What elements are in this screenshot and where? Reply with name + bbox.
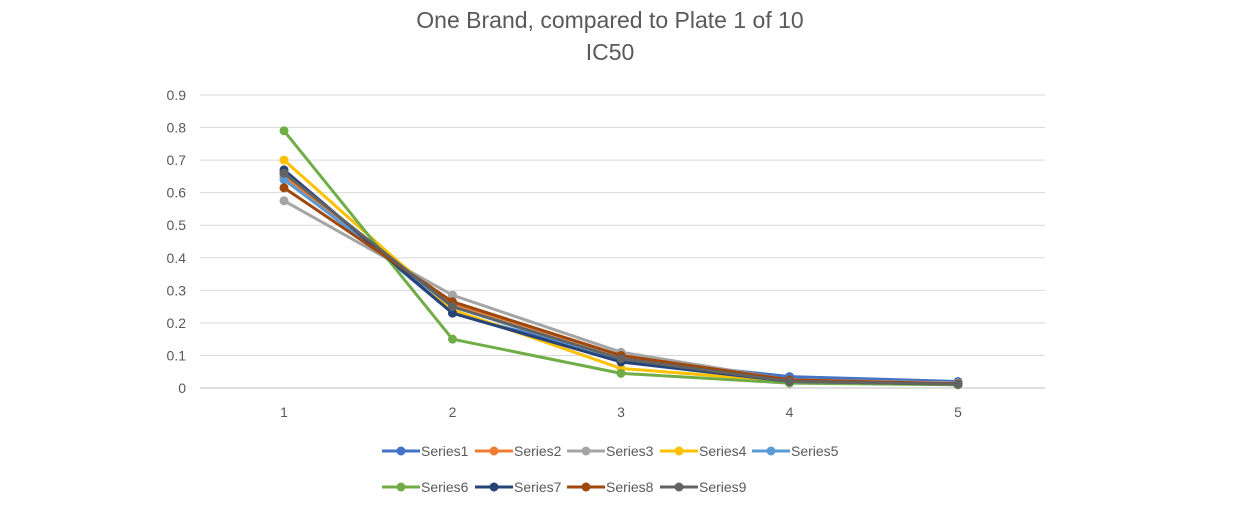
legend-item: Series2 (475, 443, 562, 459)
y-axis-tick-labels: 0 0.1 0.2 0.3 0.4 0.5 0.6 0.7 0.8 0.9 (167, 87, 187, 396)
x-tick-label: 5 (954, 404, 962, 420)
legend-marker (396, 482, 406, 492)
series-lines (279, 126, 963, 390)
legend-marker (396, 446, 406, 456)
legend-item: Series4 (660, 443, 747, 459)
data-point (279, 175, 289, 185)
legend-marker (489, 446, 499, 456)
legend-marker (581, 482, 591, 492)
y-tick-label: 0.7 (167, 152, 187, 168)
y-tick-label: 0.6 (167, 185, 187, 201)
legend-marker (489, 482, 499, 492)
data-point (279, 126, 289, 136)
y-tick-label: 0.3 (167, 282, 187, 298)
legend-marker (674, 446, 684, 456)
legend-item: Series8 (567, 479, 654, 495)
legend-label: Series9 (699, 479, 747, 495)
y-tick-label: 0.9 (167, 87, 187, 103)
x-tick-label: 3 (617, 404, 625, 420)
legend-label: Series7 (514, 479, 562, 495)
y-tick-label: 0.2 (167, 315, 187, 331)
legend-item: Series1 (382, 443, 469, 459)
legend-item: Series6 (382, 479, 469, 495)
data-point (448, 290, 457, 300)
y-tick-label: 0.1 (167, 347, 187, 363)
legend-label: Series4 (699, 443, 747, 459)
data-point (448, 302, 457, 312)
series-series9 (279, 168, 963, 389)
y-tick-label: 0.5 (167, 217, 187, 233)
x-tick-label: 4 (786, 404, 794, 420)
legend: Series1 Series2 Series3 Series4 Series5 Serie… (382, 443, 839, 495)
chart-title: One Brand, compared to Plate 1 of 10 (416, 7, 804, 33)
data-point (279, 196, 289, 206)
legend-label: Series8 (606, 479, 654, 495)
legend-label: Series5 (791, 443, 839, 459)
x-axis-tick-labels: 1 2 3 4 5 (280, 404, 962, 420)
legend-label: Series6 (421, 479, 469, 495)
data-point (953, 379, 963, 389)
legend-label: Series2 (514, 443, 562, 459)
data-point (279, 183, 289, 193)
data-point (279, 155, 289, 165)
legend-marker (581, 446, 591, 456)
legend-item: Series5 (752, 443, 839, 459)
legend-label: Series3 (606, 443, 654, 459)
legend-item: Series7 (475, 479, 562, 495)
data-point (616, 354, 626, 364)
y-tick-label: 0.4 (167, 250, 187, 266)
legend-item: Series3 (567, 443, 654, 459)
x-tick-label: 1 (280, 404, 288, 420)
data-point (616, 368, 626, 378)
legend-label: Series1 (421, 443, 469, 459)
y-tick-label: 0 (178, 380, 186, 396)
y-tick-label: 0.8 (167, 120, 187, 136)
x-tick-label: 2 (449, 404, 457, 420)
chart-subtitle: IC50 (585, 39, 635, 65)
legend-marker (766, 446, 776, 456)
data-point (279, 168, 289, 178)
legend-item: Series9 (660, 479, 747, 495)
data-point (448, 334, 457, 344)
legend-marker (674, 482, 684, 492)
data-point (448, 308, 457, 318)
gridlines (200, 94, 1045, 389)
data-point (785, 376, 794, 386)
